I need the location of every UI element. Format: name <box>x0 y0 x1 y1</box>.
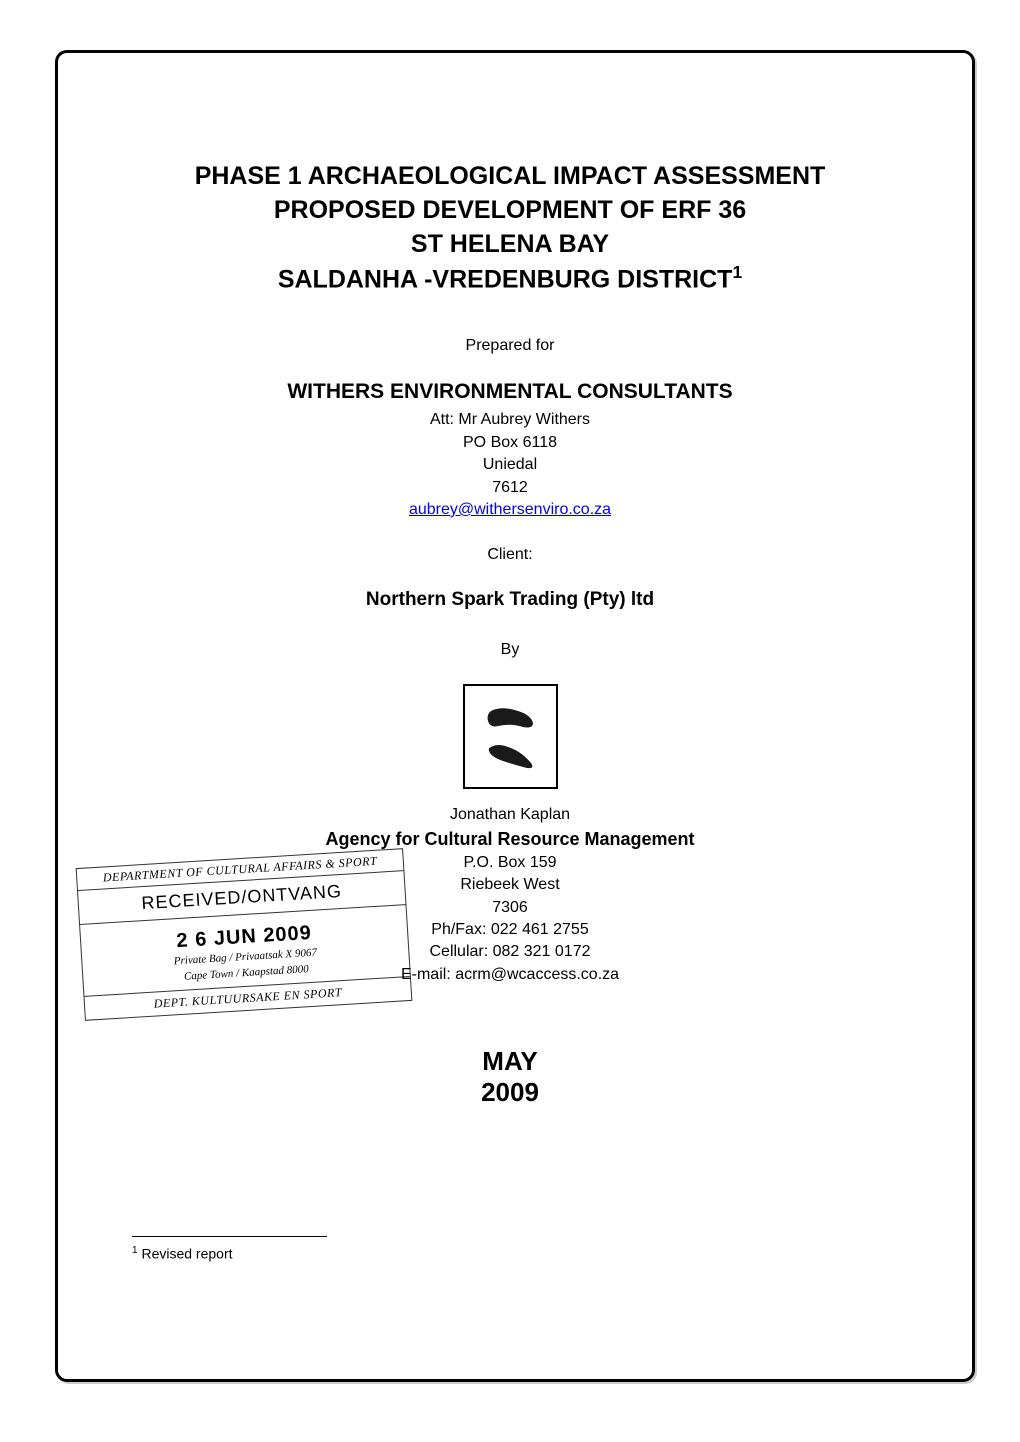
title-line-2: PROPOSED DEVELOPMENT OF ERF 36 <box>110 194 910 228</box>
consultant-po-box: PO Box 6118 <box>110 432 910 454</box>
report-month: MAY <box>110 1046 910 1077</box>
report-year: 2009 <box>110 1077 910 1108</box>
footnote: 1 Revised report <box>132 1245 327 1262</box>
by-label: By <box>110 641 910 659</box>
consultant-town: Uniedal <box>110 454 910 476</box>
footnote-rule <box>132 1236 327 1237</box>
consultant-postcode: 7612 <box>110 477 910 499</box>
footprint-icon-bottom <box>483 741 538 771</box>
title-line-4-text: SALDANHA -VREDENBURG DISTRICT <box>278 266 733 294</box>
received-stamp: DEPARTMENT OF CULTURAL AFFAIRS & SPORT R… <box>76 848 413 1021</box>
author-cellular: Cellular: 082 321 0172 <box>110 941 910 963</box>
client-name: Northern Spark Trading (Pty) ltd <box>110 589 910 611</box>
footprint-icon-top <box>483 703 538 733</box>
title-footnote-marker: 1 <box>732 262 742 282</box>
author-email: E-mail: acrm@wcaccess.co.za <box>110 964 910 986</box>
agency-name: Agency for Cultural Resource Management <box>110 827 910 852</box>
consultant-email-row: aubrey@withersenviro.co.za <box>110 499 910 521</box>
footnote-section: 1 Revised report <box>132 1236 327 1262</box>
client-label: Client: <box>110 546 910 564</box>
consultant-attention: Att: Mr Aubrey Withers <box>110 409 910 431</box>
title-line-1: PHASE 1 ARCHAEOLOGICAL IMPACT ASSESSMENT <box>110 160 910 194</box>
title-line-4: SALDANHA -VREDENBURG DISTRICT1 <box>110 261 910 297</box>
author-name: Jonathan Kaplan <box>110 804 910 826</box>
footnote-text: Revised report <box>138 1246 233 1262</box>
agency-logo <box>463 684 558 789</box>
document-content: PHASE 1 ARCHAEOLOGICAL IMPACT ASSESSMENT… <box>50 50 970 1149</box>
title-line-3: ST HELENA BAY <box>110 228 910 262</box>
report-date: MAY 2009 <box>110 1046 910 1108</box>
consultant-email-link[interactable]: aubrey@withersenviro.co.za <box>409 501 611 518</box>
prepared-for-label: Prepared for <box>110 337 910 355</box>
consultant-name: WITHERS ENVIRONMENTAL CONSULTANTS <box>110 380 910 404</box>
main-title: PHASE 1 ARCHAEOLOGICAL IMPACT ASSESSMENT… <box>110 160 910 297</box>
